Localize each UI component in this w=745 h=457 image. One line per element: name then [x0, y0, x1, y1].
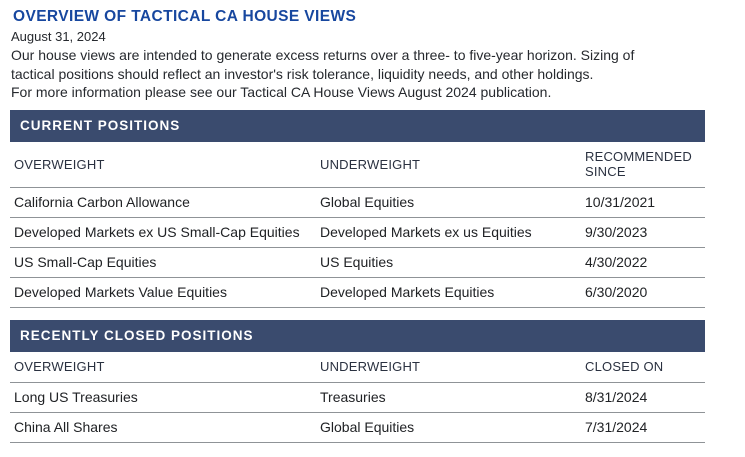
- underweight-cell: US Equities: [320, 254, 394, 271]
- overweight-cell: Developed Markets Value Equities: [14, 284, 227, 301]
- date-cell: 7/31/2024: [585, 419, 648, 436]
- publication-date: August 31, 2024: [11, 29, 106, 44]
- column-header-closed-on: CLOSED ON: [585, 359, 664, 375]
- table-row: Developed Markets Value Equities Develop…: [10, 278, 705, 308]
- table-header-row: OVERWEIGHT UNDERWEIGHT RECOMMENDED SINCE: [10, 142, 705, 188]
- overweight-cell: Long US Treasuries: [14, 389, 138, 406]
- section-title: CURRENT POSITIONS: [20, 118, 181, 134]
- intro-line: Our house views are intended to generate…: [11, 47, 635, 63]
- table-header-row: OVERWEIGHT UNDERWEIGHT CLOSED ON: [10, 352, 705, 383]
- table-row: US Small-Cap Equities US Equities 4/30/2…: [10, 248, 705, 278]
- date-cell: 9/30/2023: [585, 224, 648, 241]
- table-row: Developed Markets ex US Small-Cap Equiti…: [10, 218, 705, 248]
- overweight-cell: Developed Markets ex US Small-Cap Equiti…: [14, 224, 300, 241]
- overweight-cell: US Small-Cap Equities: [14, 254, 157, 271]
- overweight-cell: California Carbon Allowance: [14, 194, 190, 211]
- column-header-overweight: OVERWEIGHT: [14, 156, 105, 172]
- section-header-recently-closed-positions: RECENTLY CLOSED POSITIONS: [10, 319, 705, 352]
- column-header-overweight: OVERWEIGHT: [14, 359, 105, 375]
- current-positions-table: OVERWEIGHT UNDERWEIGHT RECOMMENDED SINCE…: [10, 142, 705, 308]
- page-title: OVERVIEW OF TACTICAL CA HOUSE VIEWS: [13, 8, 357, 25]
- date-cell: 4/30/2022: [585, 254, 648, 271]
- intro-paragraph: Our house views are intended to generate…: [11, 46, 745, 102]
- recently-closed-positions-table: OVERWEIGHT UNDERWEIGHT CLOSED ON Long US…: [10, 352, 705, 443]
- document-page: OVERVIEW OF TACTICAL CA HOUSE VIEWS Augu…: [0, 8, 745, 457]
- date-cell: 8/31/2024: [585, 389, 648, 406]
- column-header-recommended-since: RECOMMENDED SINCE: [585, 149, 692, 180]
- overweight-cell: China All Shares: [14, 419, 118, 436]
- underweight-cell: Treasuries: [320, 389, 386, 406]
- table-row: Long US Treasuries Treasuries 8/31/2024: [10, 383, 705, 413]
- date-cell: 6/30/2020: [585, 284, 648, 301]
- underweight-cell: Global Equities: [320, 419, 415, 436]
- section-title: RECENTLY CLOSED POSITIONS: [20, 328, 254, 344]
- table-row: California Carbon Allowance Global Equit…: [10, 188, 705, 218]
- underweight-cell: Global Equities: [320, 194, 415, 211]
- underweight-cell: Developed Markets ex us Equities: [320, 224, 532, 241]
- table-row: China All Shares Global Equities 7/31/20…: [10, 413, 705, 443]
- underweight-cell: Developed Markets Equities: [320, 284, 495, 301]
- section-header-current-positions: CURRENT POSITIONS: [10, 109, 705, 142]
- column-header-underweight: UNDERWEIGHT: [320, 359, 421, 375]
- column-header-underweight: UNDERWEIGHT: [320, 156, 421, 172]
- intro-line: For more information please see our Tact…: [11, 84, 552, 101]
- intro-line: tactical positions should reflect an inv…: [11, 65, 594, 82]
- date-cell: 10/31/2021: [585, 194, 656, 211]
